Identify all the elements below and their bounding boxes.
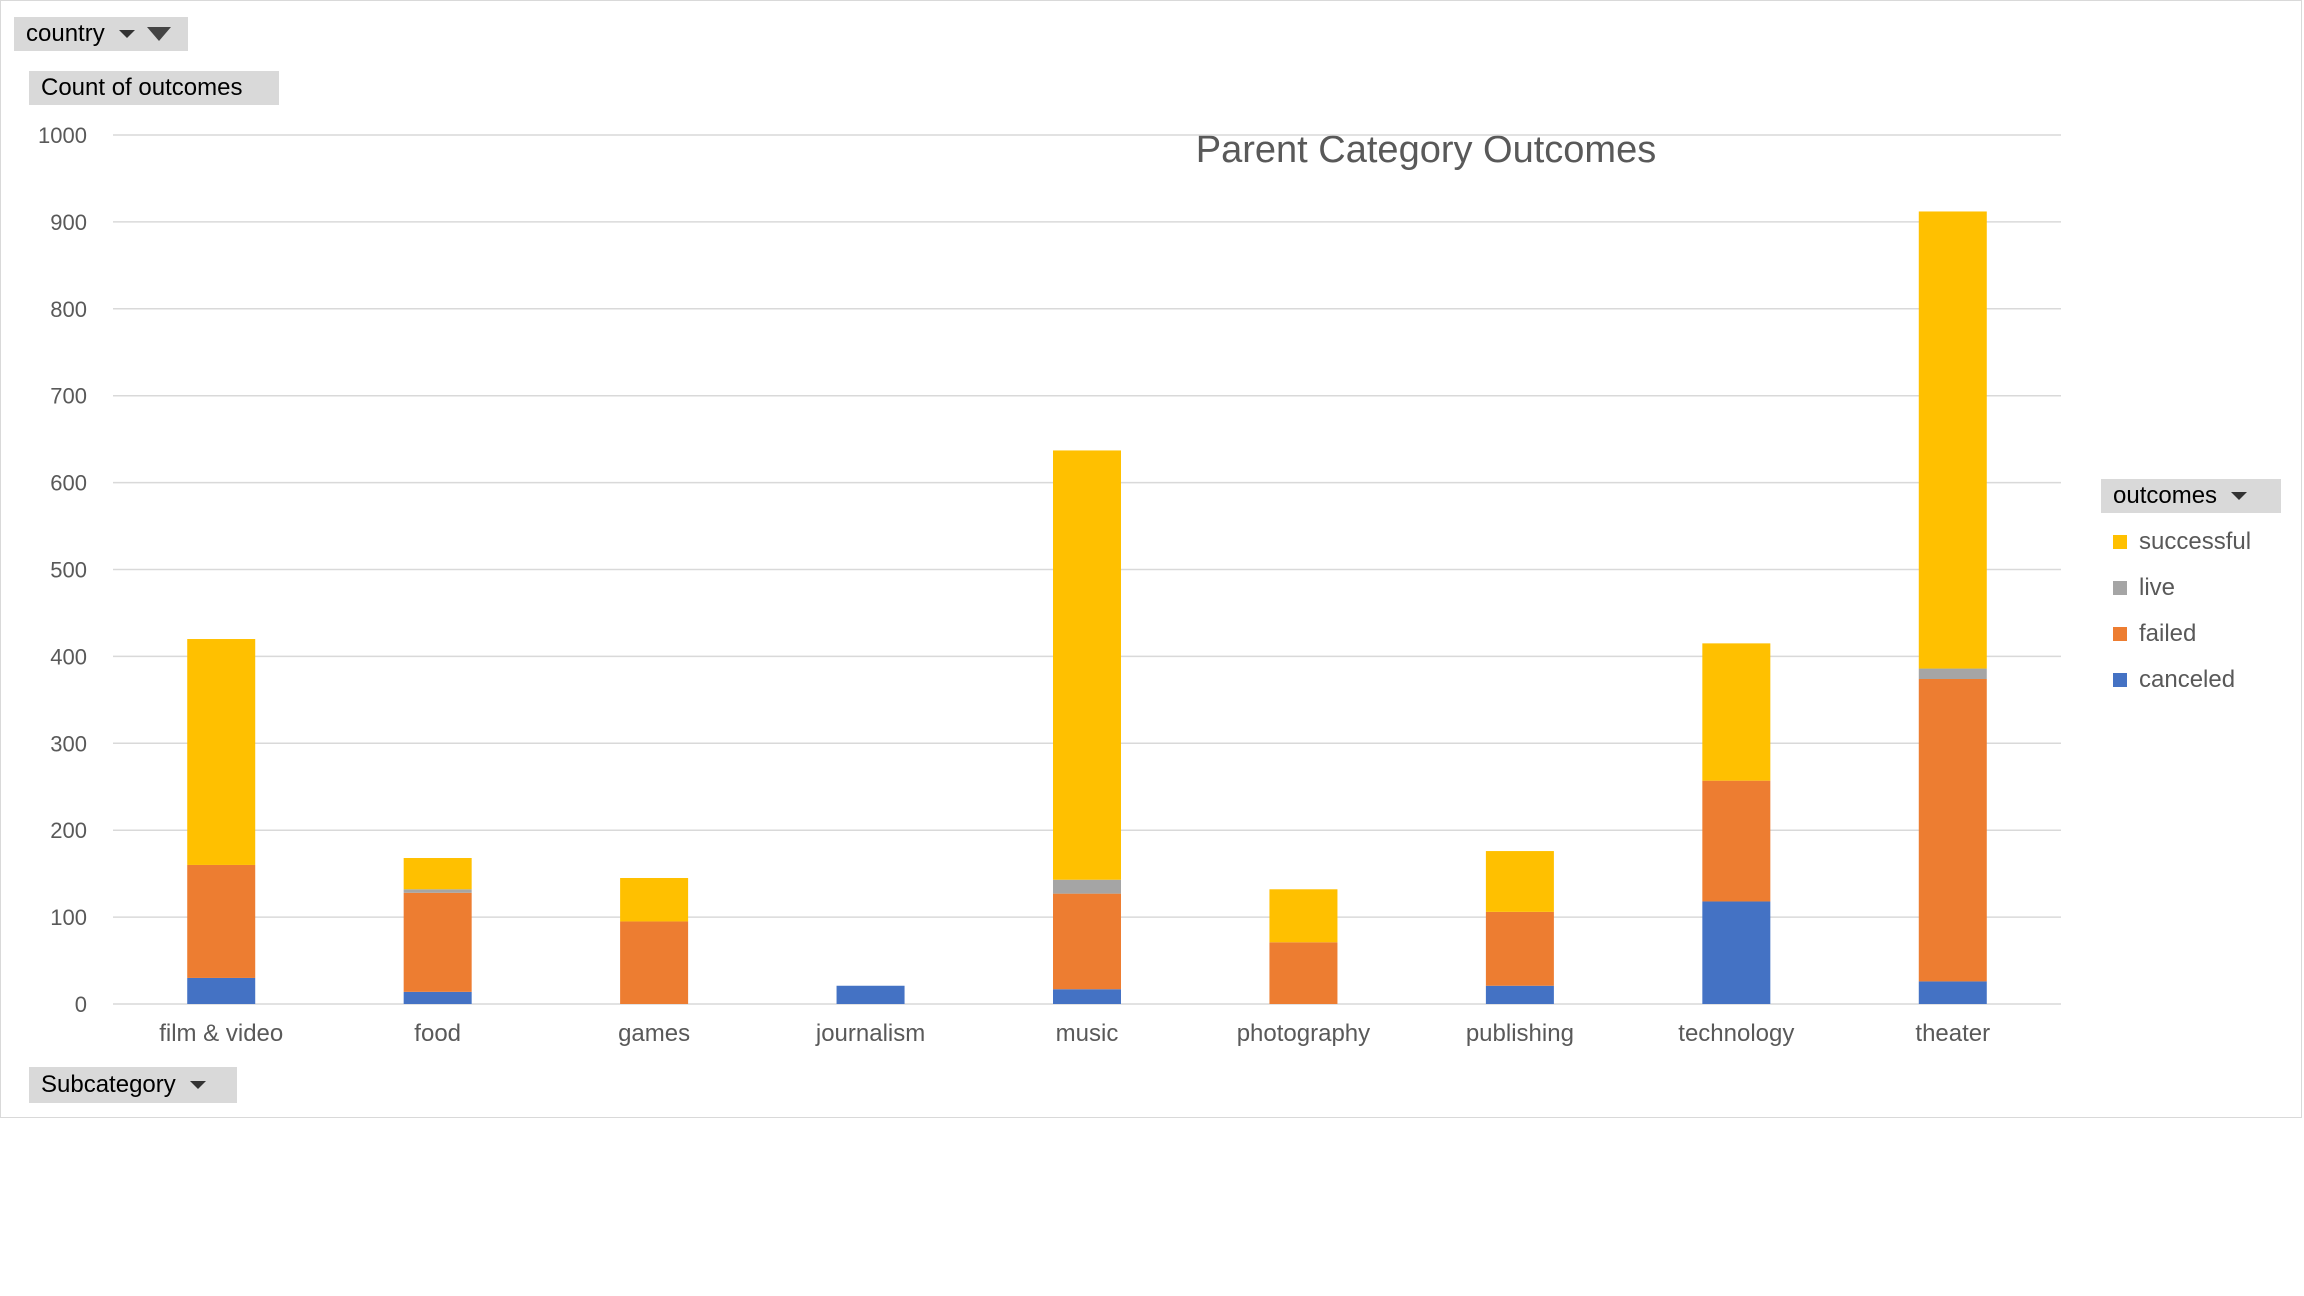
chart-title: Parent Category Outcomes (1195, 129, 1657, 171)
chart-frame: country Count of outcomes Parent Categor… (0, 0, 2302, 1118)
y-tick-label: 400 (50, 644, 87, 669)
legend-label: live (2139, 574, 2176, 601)
legend-item-successful[interactable]: successful (2113, 519, 2251, 565)
y-tick-label: 0 (75, 992, 87, 1017)
bar-segment-successful[interactable] (1918, 211, 1987, 669)
x-tick-label: photography (1237, 1020, 1370, 1047)
bar-segment-canceled[interactable] (1702, 901, 1771, 1004)
bar-segment-failed[interactable] (1053, 893, 1121, 990)
bar-segment-canceled[interactable] (403, 991, 472, 1004)
bar-segment-failed[interactable] (1918, 678, 1987, 982)
x-tick-label: journalism (815, 1020, 925, 1047)
bar-segment-failed[interactable] (403, 892, 472, 992)
dropdown-arrow-icon (189, 1081, 206, 1089)
y-tick-label: 200 (50, 818, 87, 843)
plot-area: 0 100 200 300 400 500 600 700 800 900 1000 film & v… (38, 123, 2061, 1047)
bar-segment-canceled[interactable] (1918, 981, 1987, 1004)
dropdown-arrow-icon (2231, 492, 2248, 500)
x-tick-label: technology (1678, 1020, 1794, 1047)
bar-segment-failed[interactable] (1269, 942, 1338, 1004)
bar-segment-live[interactable] (1918, 668, 1987, 679)
country-filter-label: country (26, 20, 105, 47)
bar-segment-canceled[interactable] (836, 985, 905, 1004)
y-tick-label: 100 (50, 905, 87, 930)
y-tick-label: 700 (50, 384, 87, 409)
legend-field-label: outcomes (2113, 482, 2218, 509)
bar-segment-successful[interactable] (1485, 851, 1554, 912)
legend-item-live[interactable]: live (2113, 565, 2251, 611)
legend-item-canceled[interactable]: canceled (2113, 657, 2251, 703)
bar-segment-live[interactable] (1053, 879, 1121, 894)
legend: successful live failed canceled (2113, 519, 2251, 703)
values-field-button[interactable]: Count of outcomes (29, 71, 279, 105)
country-filter-button[interactable]: country (14, 17, 188, 51)
axis-field-label: Subcategory (41, 1071, 176, 1098)
bar-segment-canceled[interactable] (1485, 985, 1554, 1004)
bar-segment-successful[interactable] (1053, 450, 1121, 880)
legend-swatch (2113, 627, 2127, 641)
bar-segment-failed[interactable] (1702, 780, 1771, 902)
x-tick-label: theater (1915, 1020, 1990, 1047)
x-tick-label: food (414, 1020, 461, 1047)
legend-swatch (2113, 581, 2127, 595)
bar-segment-failed[interactable] (187, 864, 256, 978)
legend-label: successful (2139, 528, 2252, 555)
bar-segment-failed[interactable] (1485, 911, 1554, 986)
bar-segment-successful[interactable] (1702, 643, 1771, 781)
legend-swatch (2113, 535, 2127, 549)
y-tick-label: 800 (50, 297, 87, 322)
y-tick-label: 500 (50, 558, 87, 583)
axis-field-button[interactable]: Subcategory (29, 1067, 237, 1103)
y-tick-label: 900 (50, 210, 87, 235)
x-tick-label: publishing (1466, 1020, 1574, 1047)
legend-item-failed[interactable]: failed (2113, 611, 2251, 657)
bar-segment-successful[interactable] (620, 877, 689, 922)
legend-label: canceled (2139, 666, 2236, 693)
dropdown-arrow-icon (118, 30, 135, 38)
filter-icon (146, 27, 171, 41)
bar-segment-successful[interactable] (403, 858, 472, 890)
x-tick-label: film & video (159, 1020, 283, 1047)
values-field-label: Count of outcomes (41, 74, 243, 101)
bar-segment-successful[interactable] (187, 639, 256, 865)
bar-segment-failed[interactable] (620, 921, 689, 1004)
bar-segment-successful[interactable] (1269, 889, 1338, 943)
bar-segment-canceled[interactable] (1053, 989, 1121, 1004)
y-tick-label: 1000 (38, 123, 87, 148)
x-tick-label: games (618, 1020, 690, 1047)
bar-segment-canceled[interactable] (187, 977, 256, 1004)
y-tick-label: 600 (50, 471, 87, 496)
x-tick-label: music (1056, 1020, 1119, 1047)
legend-swatch (2113, 673, 2127, 687)
legend-field-button[interactable]: outcomes (2101, 479, 2281, 513)
y-tick-label: 300 (50, 731, 87, 756)
bar-segment-live[interactable] (403, 889, 472, 893)
legend-label: failed (2139, 620, 2197, 647)
